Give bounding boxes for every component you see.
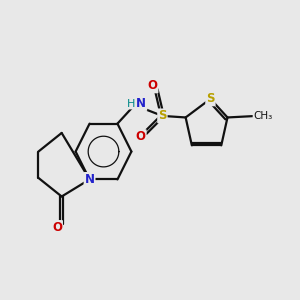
Text: N: N xyxy=(136,97,146,110)
Text: O: O xyxy=(136,130,146,143)
Text: N: N xyxy=(85,173,94,186)
Text: CH₃: CH₃ xyxy=(254,111,273,121)
Text: O: O xyxy=(52,221,62,234)
Text: O: O xyxy=(148,79,158,92)
Text: S: S xyxy=(158,110,166,122)
Text: H: H xyxy=(127,98,136,109)
Text: S: S xyxy=(206,92,215,105)
